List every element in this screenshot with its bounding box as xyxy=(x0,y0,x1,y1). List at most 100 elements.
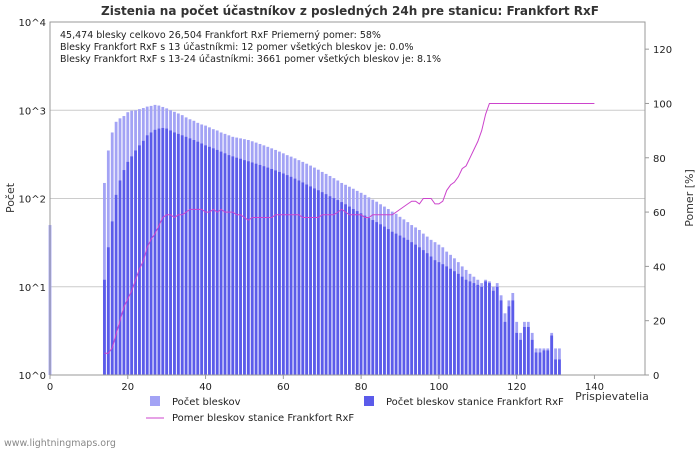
bar-station xyxy=(464,279,468,375)
bar-station xyxy=(274,170,277,375)
bar-station xyxy=(542,350,546,375)
bar-station xyxy=(200,143,204,375)
bar-station xyxy=(309,186,312,375)
bar-station xyxy=(285,175,289,375)
bar-station xyxy=(383,226,386,375)
x-tick-label: 20 xyxy=(121,382,134,393)
bar-station xyxy=(250,162,254,375)
bar-station xyxy=(188,138,192,375)
bar-station xyxy=(359,213,363,375)
bar-station xyxy=(406,239,410,375)
bar-station xyxy=(519,339,522,375)
bar-station xyxy=(363,215,367,375)
bar-station xyxy=(476,284,480,375)
bar-station xyxy=(281,173,285,375)
bar-station xyxy=(429,256,433,375)
legend-swatch-station xyxy=(364,396,374,406)
bar-station xyxy=(278,171,281,375)
bar-station xyxy=(208,146,211,375)
bar-station xyxy=(332,198,336,375)
y-right-tick-label: 120 xyxy=(653,45,672,56)
legend-label-ratio: Pomer bleskov stanice Frankfort RxF xyxy=(172,413,354,424)
bar-station xyxy=(530,339,534,375)
bar-station xyxy=(239,158,242,375)
bar-station xyxy=(394,233,398,375)
bar-station xyxy=(254,163,258,375)
bar-station xyxy=(515,332,519,375)
ratio-line xyxy=(104,103,595,354)
bar-station xyxy=(149,132,153,375)
legend-label-station: Počet bleskov stanice Frankfort RxF xyxy=(386,396,564,408)
bar-station xyxy=(118,180,122,375)
bar-station xyxy=(472,283,476,375)
y-right-axis-label: Pomer [%] xyxy=(683,169,696,227)
bar-station xyxy=(219,151,223,375)
bar-station xyxy=(546,350,550,375)
legend-swatch-total xyxy=(150,396,160,406)
bar-station xyxy=(114,194,118,375)
bar-station xyxy=(293,178,297,375)
bars-total-series xyxy=(48,104,561,376)
x-axis-label: Prispievatelia xyxy=(575,390,649,403)
x-axis-ticks: 0 20 40 60 80 100 120 140 xyxy=(47,375,604,393)
y-right-tick-label: 20 xyxy=(653,317,666,328)
bar-station xyxy=(507,306,511,375)
bar-station xyxy=(161,127,165,376)
y-left-axis-label: Počet xyxy=(4,182,17,213)
bar-station xyxy=(122,170,126,375)
y-right-tick-label: 80 xyxy=(653,154,666,165)
bar-station xyxy=(223,153,227,375)
bar-station xyxy=(437,262,441,375)
bar-station xyxy=(418,247,421,375)
bar-station xyxy=(340,202,344,375)
bar-station xyxy=(196,141,200,375)
y-left-tick-label: 10^4 xyxy=(19,18,46,29)
bar-station xyxy=(324,194,328,375)
x-tick-label: 40 xyxy=(199,382,212,393)
bar-station xyxy=(301,182,305,375)
y-right-tick-label: 0 xyxy=(653,371,659,382)
y-right-tick-label: 60 xyxy=(653,208,666,219)
bar-station xyxy=(511,300,515,375)
bar-station xyxy=(289,176,293,375)
bar-station xyxy=(169,130,172,375)
bar-station xyxy=(336,200,340,375)
bar-station xyxy=(110,221,114,375)
bar-station xyxy=(550,335,554,375)
bar-station xyxy=(554,359,557,375)
y-left-tick-label: 10^0 xyxy=(19,371,46,382)
bar-station xyxy=(480,286,484,375)
bar-station xyxy=(351,209,355,375)
x-tick-label: 100 xyxy=(429,382,448,393)
bar-station xyxy=(173,132,176,375)
bar-station xyxy=(538,352,542,375)
legend: Počet bleskov Počet bleskov stanice Fran… xyxy=(146,396,564,424)
x-tick-label: 140 xyxy=(585,382,604,393)
bar-station xyxy=(134,150,137,375)
bar-station xyxy=(270,168,274,375)
bar-station xyxy=(445,266,449,375)
bar-station xyxy=(456,273,460,375)
y-left-tick-label: 10^3 xyxy=(19,106,46,117)
bar-station xyxy=(453,271,456,375)
bar-station xyxy=(145,135,149,375)
bar-station xyxy=(235,157,239,375)
info-line-2: Blesky Frankfort RxF s 13 účastníkmi: 12… xyxy=(60,42,413,53)
bar-station xyxy=(153,129,157,375)
bar-station xyxy=(460,276,464,375)
bar-station xyxy=(355,211,359,375)
bar-station xyxy=(103,279,106,375)
info-line-3: Blesky Frankfort RxF s 13-24 účastníkmi:… xyxy=(60,54,441,65)
bar-station xyxy=(262,166,266,375)
bar-station xyxy=(526,326,530,375)
bar-station xyxy=(468,281,472,375)
bar-station xyxy=(344,204,347,375)
y-left-tick-label: 10^1 xyxy=(19,283,46,294)
bar-station xyxy=(410,242,414,375)
x-tick-label: 80 xyxy=(355,382,368,393)
bar-station xyxy=(176,133,180,375)
x-tick-label: 0 xyxy=(47,382,53,393)
bar-station xyxy=(534,352,538,375)
bar-station xyxy=(449,268,452,375)
